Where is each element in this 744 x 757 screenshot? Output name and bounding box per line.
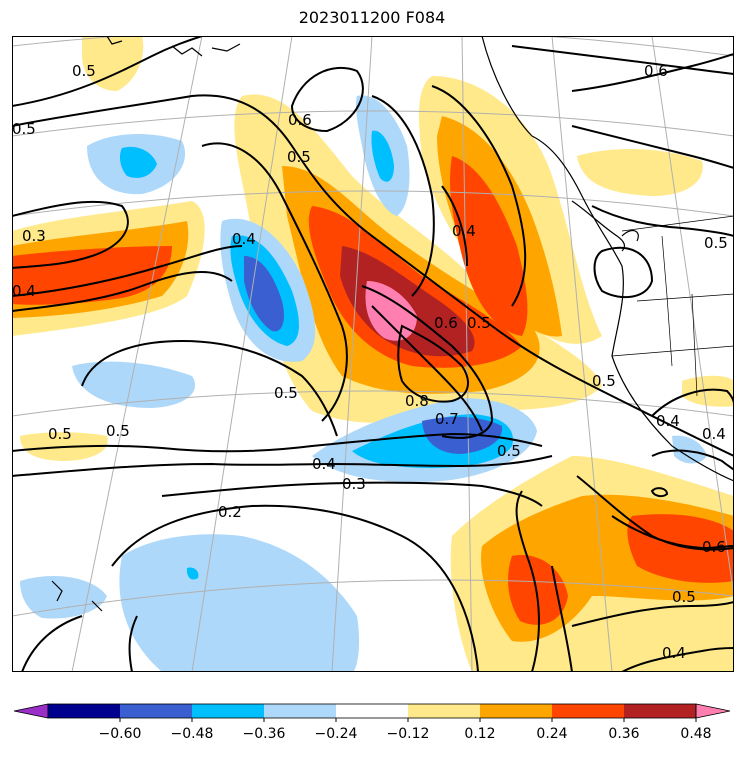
political-border [611, 215, 734, 397]
colorbar-tick-label: 0.24 [536, 726, 567, 742]
colorbar-extend-low [13, 703, 49, 719]
colorbar-swatch [48, 704, 121, 718]
contour-label: 0.5 [704, 234, 728, 252]
contour-label: 0.5 [106, 422, 130, 440]
graticule [12, 36, 734, 672]
colorbar-tick-label: 0.36 [608, 726, 639, 742]
contour-label: 0.2 [218, 503, 242, 521]
contour-label: 0.6 [288, 111, 312, 129]
map-panel: 0.5 0.5 0.6 0.5 0.3 0.4 0.4 0.4 0.6 0.5 … [12, 36, 734, 672]
colorbar-swatch [552, 704, 625, 718]
negative-anomaly-region [119, 534, 360, 672]
positive-anomaly-region [577, 149, 703, 196]
colorbar-extend-high [695, 703, 731, 719]
contour-label: 0.5 [48, 425, 72, 443]
contour-label: 0.5 [12, 120, 36, 138]
map-title: 2023011200 F084 [298, 8, 446, 27]
colorbar-tick-label: 0.12 [464, 726, 495, 742]
contour-label: 0.5 [274, 384, 298, 402]
negative-anomaly-region [72, 361, 196, 408]
contour-lines [12, 36, 734, 672]
contour-label-group: 0.5 0.5 0.6 0.5 0.3 0.4 0.4 0.4 0.6 0.5 … [12, 62, 728, 662]
contour-label: 0.5 [467, 314, 491, 332]
negative-anomaly-region [186, 567, 199, 580]
colorbar-swatch [264, 704, 337, 718]
contour-label: 0.4 [702, 425, 726, 443]
colorbar-swatch [624, 704, 697, 718]
colorbar-frame [47, 703, 697, 719]
colorbar-swatch [480, 704, 553, 718]
contour-label: 0.5 [287, 148, 311, 166]
negative-anomaly-region [371, 130, 394, 182]
colorbar-tick-label: −0.60 [99, 726, 142, 742]
negative-anomaly-region [119, 146, 157, 178]
contour-label: 0.6 [434, 314, 458, 332]
contour-label: 0.4 [232, 230, 256, 248]
positive-anomaly-region [340, 246, 475, 357]
contour-label: 0.3 [342, 475, 366, 493]
positive-anomaly-region [82, 36, 144, 91]
contour-label: 0.4 [312, 455, 336, 473]
negative-anomaly-region [422, 416, 503, 454]
contour-label: 0.4 [12, 282, 36, 300]
map-frame [12, 36, 734, 672]
contour-label: 0.3 [22, 227, 46, 245]
colorbar-tick-label: 0.48 [680, 726, 711, 742]
contour-label: 0.5 [592, 372, 616, 390]
positive-anomaly-region [365, 281, 417, 341]
contour-label: 0.4 [656, 412, 680, 430]
colorbar-swatches [13, 703, 731, 719]
positive-anomaly-region [682, 375, 734, 407]
colorbar: −0.60 −0.48 −0.36 −0.24 −0.12 0.12 0.24 0.36 0.4… [13, 703, 731, 742]
contour-label: 0.6 [702, 538, 726, 556]
colorbar-swatch [192, 704, 265, 718]
colorbar-ticks: −0.60 −0.48 −0.36 −0.24 −0.12 0.12 0.24 0.36 0.4… [99, 718, 712, 742]
positive-anomaly-region [627, 514, 734, 583]
colorbar-tick-label: −0.36 [243, 726, 286, 742]
colorbar-swatch [336, 704, 409, 718]
contour-label: 0.6 [644, 62, 668, 80]
contour-label: 0.8 [405, 392, 429, 410]
contour-label: 0.4 [452, 222, 476, 240]
shaded-field [12, 36, 734, 672]
contour-label: 0.5 [72, 62, 96, 80]
colorbar-tick-label: −0.24 [315, 726, 358, 742]
colorbar-tick-label: −0.12 [387, 726, 430, 742]
colorbar-swatch [408, 704, 481, 718]
contour-label: 0.7 [435, 410, 459, 428]
coastline [51, 36, 734, 612]
contour-label: 0.4 [662, 644, 686, 662]
contour-label: 0.5 [672, 588, 696, 606]
negative-anomaly-region [672, 435, 707, 464]
colorbar-tick-label: −0.48 [171, 726, 214, 742]
positive-anomaly-region [450, 156, 528, 336]
colorbar-swatch [120, 704, 193, 718]
contour-label: 0.5 [497, 442, 521, 460]
